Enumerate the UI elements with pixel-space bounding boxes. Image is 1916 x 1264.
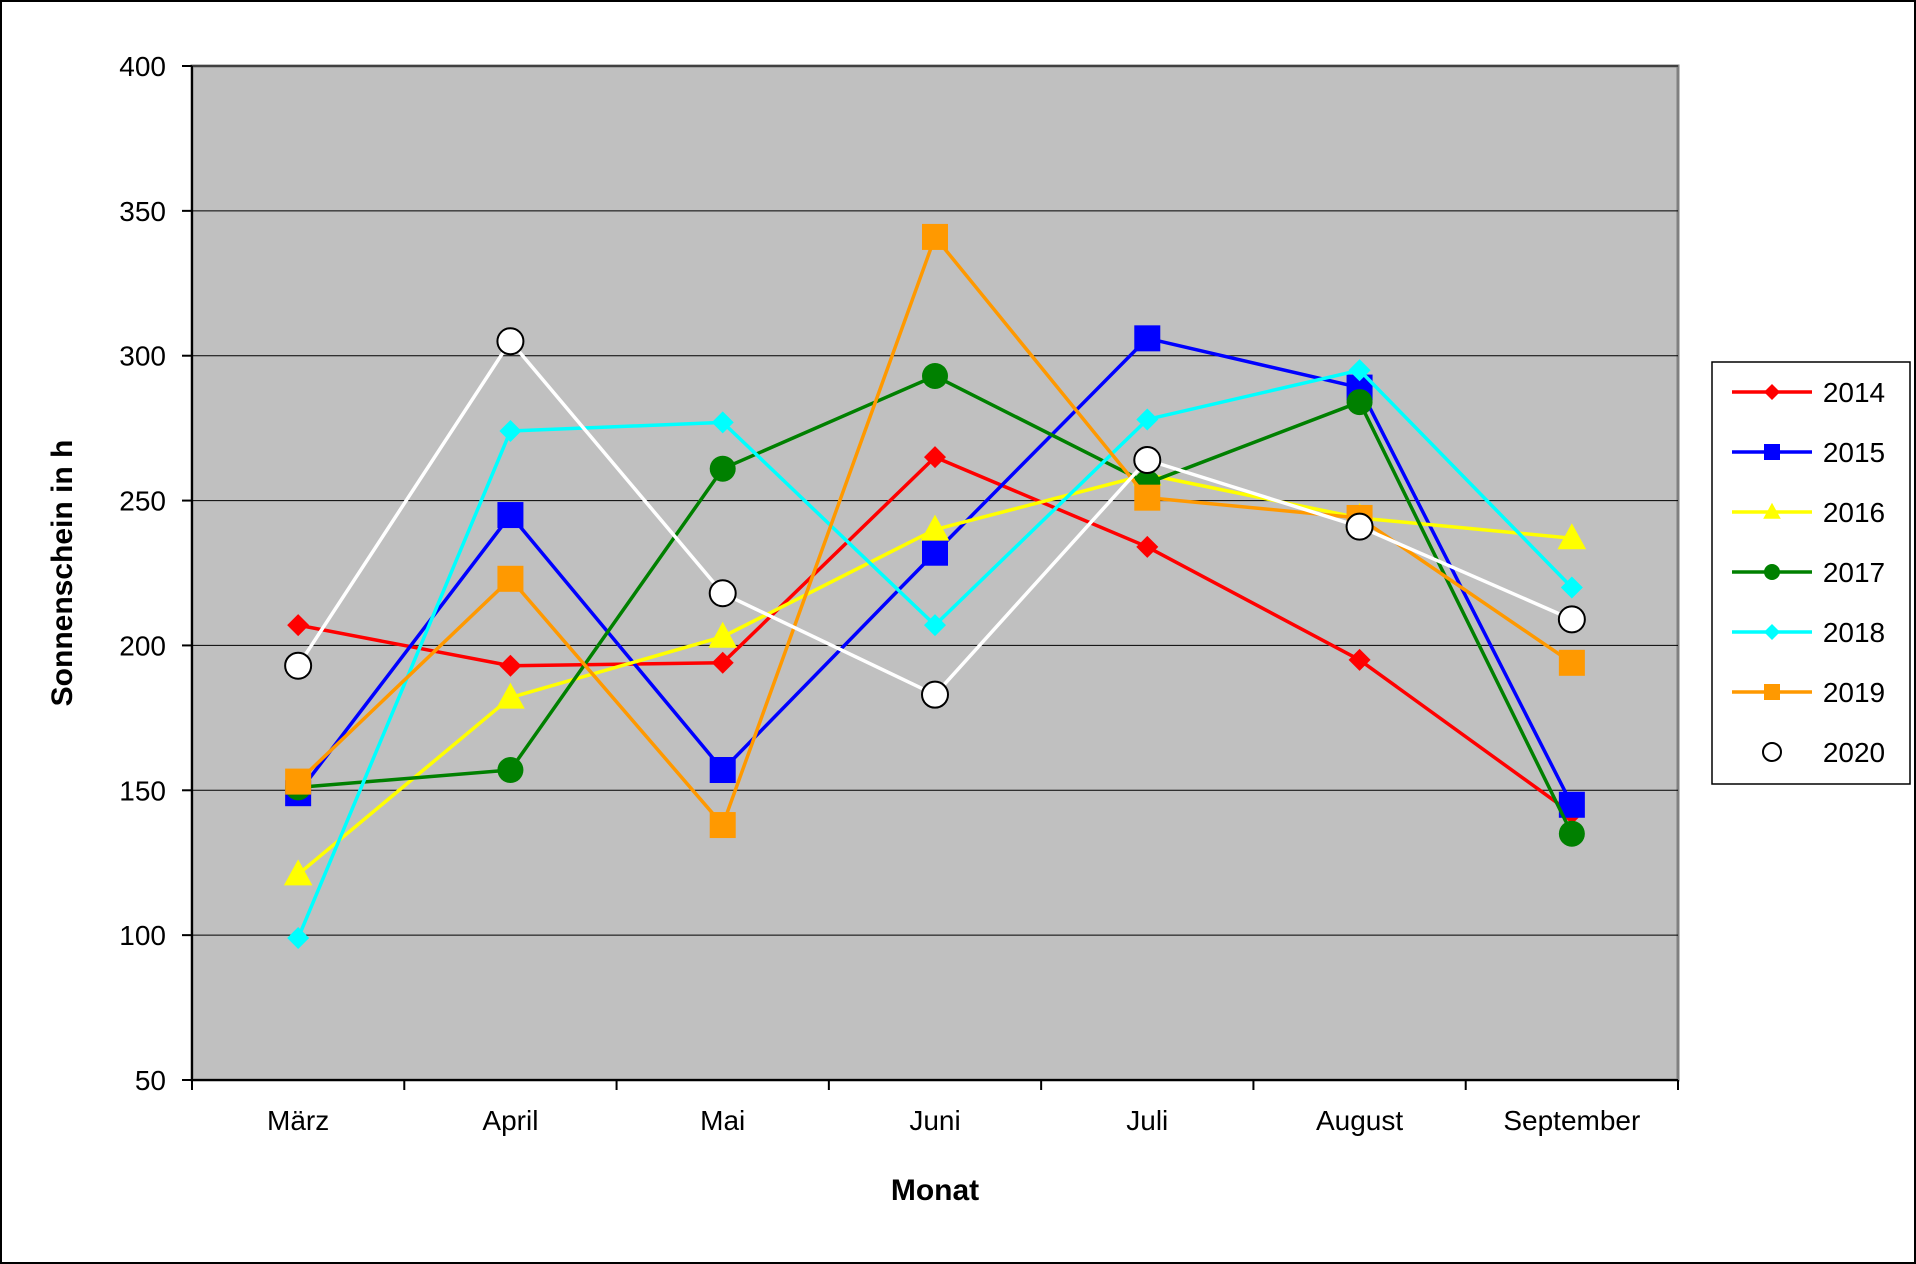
- data-point: [708, 621, 738, 648]
- series-2014: [287, 446, 1583, 825]
- x-tick-label: Mai: [700, 1105, 745, 1136]
- data-point: [283, 859, 313, 886]
- y-tick-label: 250: [119, 486, 166, 517]
- legend-marker: [1764, 444, 1780, 460]
- data-point: [922, 539, 948, 566]
- y-tick-label: 300: [119, 341, 166, 372]
- legend-label: 2014: [1823, 377, 1885, 408]
- x-tick-label: September: [1503, 1105, 1640, 1136]
- x-tick-label: März: [267, 1105, 329, 1136]
- legend-marker: [1764, 684, 1780, 700]
- data-point: [922, 223, 948, 250]
- data-point: [1134, 325, 1161, 352]
- legend-label: 2017: [1823, 557, 1885, 588]
- gridlines: [192, 65, 1678, 936]
- data-point: [1133, 446, 1162, 475]
- data-point: [496, 682, 525, 709]
- legend-label: 2016: [1823, 497, 1885, 528]
- axes: 50 100 150 200 250 300 350 400 März April Mai Juni J…: [119, 51, 1679, 1136]
- series-layer: [283, 223, 1587, 950]
- legend-marker: [1762, 742, 1782, 762]
- data-point: [499, 654, 522, 677]
- y-tick-label: 100: [119, 920, 166, 951]
- series-2018: [287, 359, 1583, 950]
- y-tick-label: 150: [119, 775, 166, 806]
- legend-marker: [1764, 564, 1780, 580]
- x-tick-label: April: [482, 1105, 538, 1136]
- data-point: [499, 420, 522, 443]
- legend-label: 2019: [1823, 677, 1885, 708]
- data-point: [1348, 359, 1371, 382]
- data-point: [920, 514, 950, 541]
- data-point: [1348, 648, 1371, 671]
- data-point: [711, 651, 734, 674]
- data-point: [1136, 408, 1159, 431]
- legend-marker: [1764, 624, 1780, 640]
- data-point: [497, 565, 524, 592]
- y-tick-label: 350: [119, 196, 166, 227]
- data-point: [285, 768, 312, 795]
- x-axis-title: Monat: [891, 1174, 979, 1207]
- data-point: [1558, 820, 1585, 847]
- data-point: [1346, 389, 1373, 416]
- legend-label: 2020: [1823, 737, 1885, 768]
- data-point: [1557, 523, 1587, 550]
- y-tick-label: 400: [119, 51, 166, 82]
- series-2020: [284, 327, 1586, 709]
- y-axis-title: Sonnenschein in h: [46, 440, 79, 707]
- data-point: [1134, 484, 1161, 511]
- x-tick-label: Juli: [1126, 1105, 1168, 1136]
- data-point: [711, 411, 734, 434]
- data-point: [924, 446, 946, 469]
- data-point: [1558, 649, 1585, 676]
- data-point: [708, 579, 737, 608]
- legend-item-2017: 2017: [1732, 557, 1885, 588]
- y-tick-label: 200: [119, 630, 166, 661]
- legend-item-2020: 2020: [1762, 737, 1885, 768]
- data-point: [284, 651, 313, 680]
- data-point: [1136, 535, 1159, 558]
- legend-label: 2018: [1823, 617, 1885, 648]
- x-tick-label: Juni: [909, 1105, 960, 1136]
- data-point: [709, 757, 736, 784]
- data-point: [921, 680, 949, 709]
- legend: 2014 2015 2016 2017 2018 2019 2020: [1711, 361, 1911, 785]
- data-point: [1345, 512, 1374, 541]
- data-point: [497, 502, 524, 529]
- legend-marker: [1763, 502, 1781, 519]
- data-point: [287, 614, 310, 637]
- legend-marker: [1764, 384, 1780, 400]
- data-point: [497, 757, 524, 784]
- data-point: [924, 614, 946, 637]
- legend-item-2019: 2019: [1732, 677, 1885, 708]
- data-point: [1557, 605, 1586, 634]
- data-point: [709, 812, 736, 839]
- legend-item-2015: 2015: [1732, 437, 1885, 468]
- legend-item-2014: 2014: [1732, 377, 1885, 408]
- legend-item-2016: 2016: [1732, 497, 1885, 528]
- data-point: [922, 362, 948, 389]
- y-tick-label: 50: [135, 1065, 166, 1096]
- data-point: [287, 927, 310, 950]
- legend-label: 2015: [1823, 437, 1885, 468]
- data-point: [709, 455, 736, 482]
- legend-item-2018: 2018: [1732, 617, 1885, 648]
- data-point: [1560, 576, 1583, 599]
- data-point: [496, 327, 525, 356]
- x-tick-label: August: [1316, 1105, 1403, 1136]
